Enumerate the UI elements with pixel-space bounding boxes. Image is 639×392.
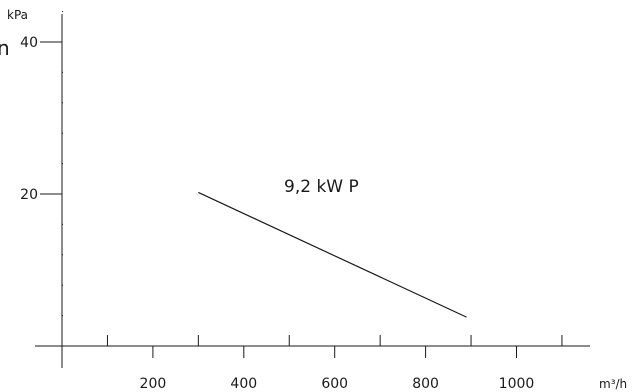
x-tick-label: 600 (321, 376, 348, 392)
x-tick-label: 400 (230, 376, 257, 392)
y-tick-label: 20 (20, 187, 38, 203)
x-tick-label: 1000 (499, 376, 535, 392)
x-tick-label: 800 (412, 376, 439, 392)
series-line-1 (198, 191, 467, 318)
y-tick-label: 40 (20, 35, 38, 51)
axes (35, 14, 590, 368)
x-unit-label: m³/h (599, 377, 627, 391)
series: 9,2 kW P (198, 177, 467, 318)
y-unit-label: kPa (7, 8, 28, 22)
tick-labels: 200 400 600 800 1000 20 40 kPa m³/h (7, 8, 627, 392)
clipped-text-fragment: n (0, 36, 10, 60)
series-label: 9,2 kW P (284, 177, 359, 197)
ticks (40, 11, 563, 358)
x-tick-label: 200 (140, 376, 167, 392)
